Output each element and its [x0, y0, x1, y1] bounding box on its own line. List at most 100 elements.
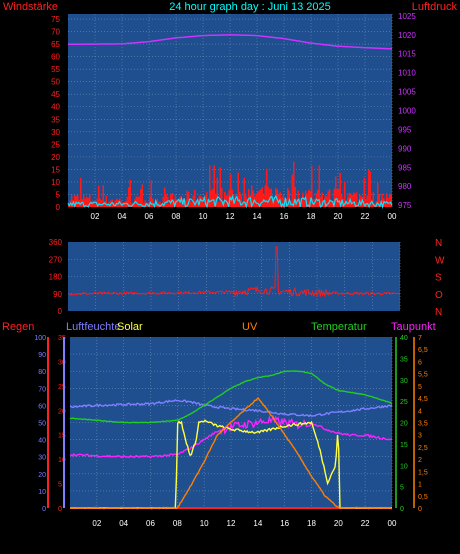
wind-bar: [278, 194, 280, 207]
pressure-line: [68, 34, 393, 50]
wind-bar: [200, 195, 202, 207]
wind-bar: [323, 201, 325, 207]
temperature-tick-label: 30: [400, 378, 408, 385]
humidity-tick-label: 10: [58, 457, 66, 464]
wind-bar: [213, 165, 215, 207]
wind-bar: [84, 198, 86, 207]
wind-bar: [93, 201, 95, 207]
wind-bar: [329, 189, 331, 207]
wind-bar: [156, 198, 158, 207]
dewpoint-tick-label: 4,5: [418, 396, 428, 403]
humidity-tick-label: 20: [58, 408, 66, 415]
wind-bar: [255, 193, 257, 207]
wind-bar: [354, 193, 356, 207]
rain-axis-label: Regen: [2, 321, 34, 333]
wind-bar: [381, 193, 383, 207]
rain-tick-label: 70: [38, 386, 46, 393]
wind-bar: [189, 200, 191, 207]
wind-bar: [155, 202, 157, 207]
wind-bar: [348, 192, 350, 207]
direction-tick-label: 270: [49, 255, 63, 264]
wind-tick-label: 55: [51, 65, 60, 74]
wind-bar: [321, 192, 323, 207]
wind-bar: [306, 193, 308, 207]
wind-bar: [227, 196, 229, 207]
rain-tick-label: 90: [38, 352, 46, 359]
wind-bar: [243, 178, 245, 207]
wind-tick-label: 10: [51, 178, 60, 187]
wind-bar: [345, 202, 347, 207]
wind-bar: [303, 200, 305, 207]
wind-bar: [159, 202, 161, 207]
wind-bar: [369, 171, 371, 207]
pressure-tick-label: 975: [398, 201, 412, 210]
pressure-axis-label: Luftdruck: [412, 1, 458, 13]
wind-bar: [273, 200, 275, 207]
humidity-tick-label: 15: [58, 433, 66, 440]
pressure-tick-label: 1005: [398, 88, 416, 97]
wind-bar: [365, 199, 367, 207]
wind-bar: [144, 200, 146, 207]
humidity-tick-label: 5: [58, 482, 62, 489]
wind-bar: [168, 203, 170, 207]
wind-bar: [221, 187, 223, 207]
wind-bar: [377, 182, 379, 207]
wind-bar: [251, 185, 253, 207]
wind-bar: [195, 200, 197, 207]
wind-bar: [99, 198, 101, 207]
wind-tick-label: 45: [51, 90, 60, 99]
wind-bar: [366, 195, 368, 207]
x-tick-label: 18: [307, 519, 316, 528]
wind-tick-label: 75: [51, 15, 60, 24]
humidity-tick-label: 0: [58, 506, 62, 513]
wind-bar: [291, 174, 293, 207]
wind-bar: [237, 172, 239, 207]
wind-bar: [260, 189, 262, 207]
x-tick-label: 00: [388, 212, 397, 221]
dewpoint-tick-label: 3,5: [418, 421, 428, 428]
wind-tick-label: 20: [51, 153, 60, 162]
solar-axis-label: Solar: [117, 321, 143, 333]
wind-bar: [363, 178, 365, 207]
x-tick-label: 16: [280, 519, 289, 528]
wind-bar: [353, 192, 355, 207]
x-tick-label: 08: [173, 519, 182, 528]
x-tick-label: 12: [226, 212, 235, 221]
temperature-tick-label: 0: [400, 506, 404, 513]
wind-bar: [275, 188, 277, 207]
humidity-tick-label: 30: [58, 359, 66, 366]
dewpoint-tick-label: 5: [418, 384, 422, 391]
wind-bar: [282, 194, 284, 207]
wind-bar: [245, 195, 247, 207]
temperature-tick-label: 25: [400, 399, 408, 406]
x-tick-label: 12: [227, 519, 236, 528]
wind-bar: [351, 194, 353, 207]
wind-bar: [170, 194, 172, 207]
wind-bar: [320, 196, 322, 207]
wind-bar: [384, 200, 386, 207]
wind-bar: [378, 194, 380, 207]
wind-bar: [77, 194, 79, 207]
wind-bar: [98, 186, 100, 207]
wind-bar: [104, 201, 106, 207]
wind-bar: [390, 194, 392, 207]
wind-bar: [131, 202, 133, 207]
wind-bar: [194, 190, 196, 207]
rain-tick-label: 100: [34, 335, 46, 342]
wind-bar: [149, 196, 151, 207]
pressure-tick-label: 990: [398, 144, 412, 153]
wind-bar: [267, 186, 269, 207]
wind-bar: [230, 174, 232, 207]
wind-bar: [116, 198, 118, 207]
wind-bar: [387, 197, 389, 207]
wind-tick-label: 30: [51, 128, 60, 137]
wind-bar: [90, 200, 92, 207]
wind-bar: [327, 190, 329, 207]
wind-tick-label: 5: [56, 190, 61, 199]
temperature-tick-label: 40: [400, 335, 408, 342]
dewpoint-tick-label: 7: [418, 335, 422, 342]
wind-bar: [176, 199, 178, 207]
wind-bar: [197, 201, 199, 207]
series-line-luftfeuchte: [69, 398, 393, 418]
